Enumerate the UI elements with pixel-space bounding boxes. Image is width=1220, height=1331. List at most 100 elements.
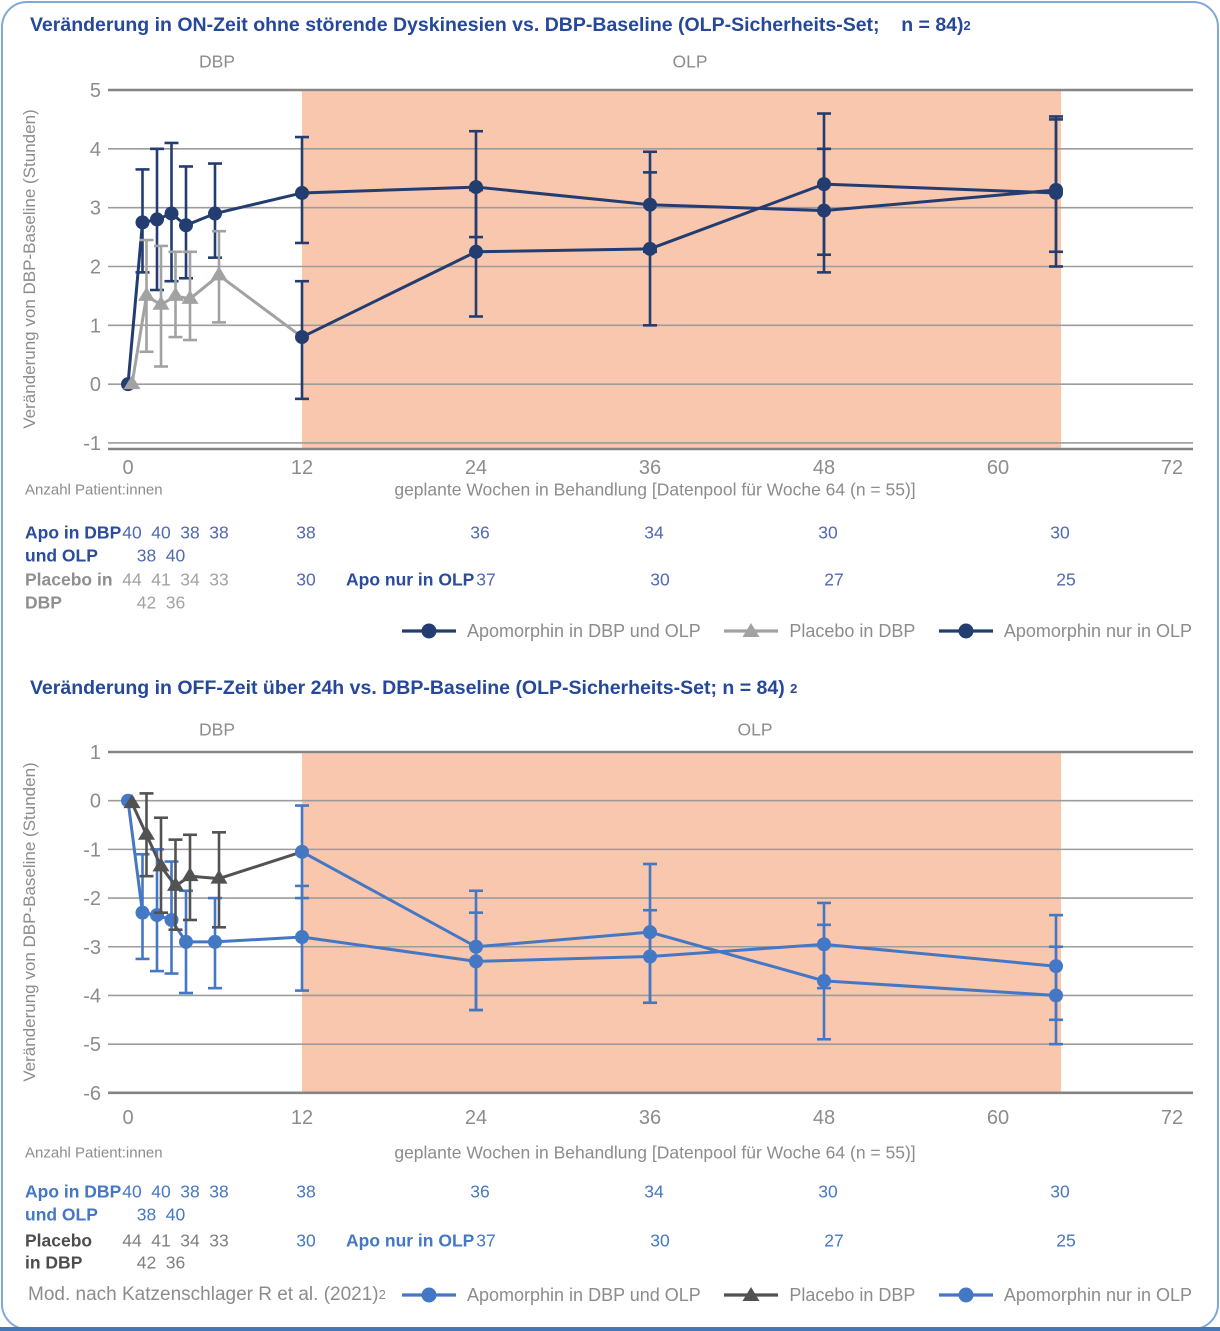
data-point-triangle [138,825,155,840]
panel2-title-superscript: 2 [790,681,798,696]
patient-count: 34 [180,1230,200,1251]
data-point-triangle [152,295,170,310]
data-point-circle [179,218,193,233]
legend-item: Apomorphin nur in OLP [937,1285,1192,1306]
data-point-circle [135,905,150,920]
data-point-circle [469,244,483,259]
panel2-counts-heading: Anzahl Patient:innen [25,1144,163,1162]
data-point-triangle [123,794,141,809]
x-tick-label: 72 [1161,1107,1183,1129]
data-point-circle [179,934,193,949]
data-point-triangle [167,876,184,891]
patient-count: 41 [151,569,171,590]
legend-item: Placebo in DBP [722,1285,915,1306]
y-tick-label: -3 [83,937,101,959]
y-tick-label: -2 [83,888,101,910]
legend-label: Apomorphin nur in OLP [1003,620,1192,641]
data-point-triangle [181,289,199,304]
y-tick-label: 2 [90,256,101,278]
count-group-label: DBP [25,592,62,613]
y-tick-label: -1 [83,839,101,861]
card-bottom-accent-bar [0,1327,1220,1331]
phase-connector-line [218,850,303,881]
patient-count: 40 [122,1181,142,1202]
panel1-x-axis-title: geplante Wochen in Behandlung [Datenpool… [394,479,916,500]
patient-count: 38 [180,522,200,543]
patient-count: 40 [151,522,171,543]
count-group-label: und OLP [25,545,98,566]
patient-count: 36 [470,1181,490,1202]
legend-item: Placebo in DBP [722,621,915,642]
data-point-triangle [210,869,228,884]
count-group-label: Apo nur in OLP [346,1230,475,1251]
panel2-title: Veränderung in OFF-Zeit über 24h vs. DBP… [30,677,798,699]
patient-count: 30 [818,522,838,543]
patient-count: 38 [180,1181,200,1202]
patient-count: 44 [122,1230,142,1251]
panel1-title-superscript: 2 [963,18,971,33]
y-tick-label: -6 [83,1083,101,1105]
y-tick-label: -1 [83,433,101,455]
patient-count: 40 [165,545,186,566]
y-tick-label: 1 [90,315,101,337]
data-point-circle [643,925,657,940]
panel2-phase-label-olp: OLP [737,719,773,740]
legend-item: Apomorphin nur in OLP [937,621,1192,642]
legend-triangle-marker-icon [724,623,779,637]
panel1-phase-label-olp: OLP [672,51,708,72]
patient-count: 34 [180,569,200,590]
patient-count: 36 [165,1252,186,1273]
patient-count: 40 [151,1181,171,1202]
patient-count: 25 [1056,1230,1076,1251]
data-point-circle [135,215,150,230]
patient-count: 34 [644,522,664,543]
data-point-circle [295,330,309,345]
data-point-circle [208,934,222,949]
patient-count: 30 [296,569,316,590]
patient-count: 30 [296,1230,316,1251]
count-group-label: Apo in DBP [25,522,122,543]
x-tick-label: 24 [465,1107,487,1129]
patient-count: 42 [136,592,157,613]
y-tick-label: 5 [90,80,101,102]
count-group-label: Placebo [25,1230,93,1251]
patient-count: 36 [470,522,490,543]
patient-count: 30 [650,1230,670,1251]
patient-count: 40 [122,522,142,543]
x-tick-label: 12 [291,457,313,479]
patient-count: 30 [818,1181,838,1202]
data-point-circle [295,930,309,945]
y-tick-label: 4 [90,139,101,161]
data-point-triangle [138,286,155,301]
patient-count: 30 [1050,1181,1070,1202]
data-point-circle [150,212,164,227]
x-tick-label: 72 [1161,457,1183,479]
source-citation-superscript: 2 [378,1287,386,1302]
legend-item: Apomorphin in DBP und OLP [400,1285,701,1306]
data-point-circle [817,973,831,988]
legend-label: Apomorphin in DBP und OLP [467,1284,701,1305]
patient-count: 38 [209,1181,229,1202]
patient-count: 33 [209,1230,229,1251]
patient-count: 41 [151,1230,171,1251]
x-tick-label: 36 [639,1107,661,1129]
legend-circle-marker-icon [402,1287,456,1303]
x-tick-label: 12 [291,1107,313,1129]
y-tick-label: 0 [90,791,101,813]
panel1-y-axis-title: Veränderung von DBP-Baseline (Stunden) [20,109,39,429]
patient-count: 27 [824,569,844,590]
patient-count: 34 [644,1181,664,1202]
patient-count: 33 [209,569,229,590]
legend-circle-marker-icon [402,623,456,639]
patient-count: 44 [122,569,142,590]
count-group-label: Apo in DBP [25,1181,122,1202]
olp-phase-shade [302,753,1062,1093]
legend-circle-marker-icon [938,623,993,639]
phase-connector-line [218,274,303,339]
data-point-circle [208,206,222,221]
panel2-legend: Apomorphin in DBP und OLP Placebo in DBP A… [400,1282,1192,1308]
data-point-circle [817,177,831,192]
legend-label: Apomorphin in DBP und OLP [467,620,701,641]
